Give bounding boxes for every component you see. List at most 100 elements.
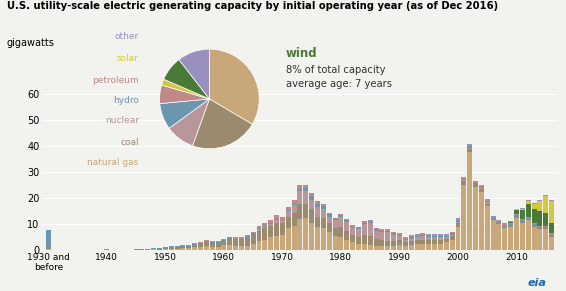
- Bar: [385, 241, 391, 246]
- Bar: [426, 234, 431, 235]
- Bar: [268, 224, 273, 226]
- Bar: [514, 218, 519, 250]
- Bar: [209, 242, 215, 243]
- Bar: [449, 232, 454, 233]
- Bar: [239, 237, 244, 239]
- Bar: [169, 246, 174, 248]
- Bar: [426, 235, 431, 236]
- Bar: [409, 236, 414, 237]
- Bar: [151, 249, 156, 250]
- Bar: [526, 203, 531, 217]
- Bar: [449, 233, 454, 235]
- Bar: [449, 236, 454, 240]
- Bar: [245, 237, 250, 238]
- Bar: [327, 223, 332, 232]
- Bar: [549, 201, 554, 223]
- Text: wind: wind: [286, 47, 318, 60]
- Bar: [338, 215, 344, 217]
- Bar: [432, 235, 437, 236]
- Bar: [473, 187, 478, 250]
- Bar: [432, 240, 437, 244]
- Bar: [385, 232, 391, 241]
- Bar: [543, 228, 548, 230]
- Bar: [479, 192, 484, 250]
- Bar: [368, 220, 372, 222]
- Bar: [169, 248, 174, 249]
- Bar: [338, 237, 344, 250]
- Bar: [538, 200, 542, 201]
- Bar: [379, 240, 384, 246]
- Bar: [531, 224, 537, 226]
- Bar: [321, 203, 326, 206]
- Bar: [309, 223, 314, 250]
- Bar: [414, 240, 419, 244]
- Bar: [538, 226, 542, 227]
- Bar: [467, 144, 472, 145]
- Bar: [221, 245, 226, 250]
- Text: 8% of total capacity
average age: 7 years: 8% of total capacity average age: 7 year…: [286, 65, 392, 89]
- Bar: [409, 245, 414, 250]
- Bar: [174, 247, 179, 249]
- Bar: [520, 208, 525, 209]
- Bar: [256, 228, 261, 230]
- Bar: [233, 239, 238, 240]
- Bar: [503, 224, 507, 226]
- Bar: [391, 232, 396, 233]
- Bar: [256, 241, 261, 250]
- Bar: [263, 223, 267, 226]
- Bar: [362, 244, 367, 250]
- Bar: [368, 236, 372, 245]
- Bar: [198, 244, 203, 247]
- Bar: [514, 215, 519, 217]
- Bar: [344, 222, 349, 231]
- Bar: [426, 237, 431, 240]
- Bar: [403, 246, 408, 250]
- Bar: [449, 235, 454, 236]
- Bar: [485, 200, 490, 201]
- Bar: [514, 210, 519, 214]
- Bar: [543, 226, 548, 227]
- Bar: [350, 227, 355, 228]
- Bar: [327, 214, 332, 217]
- Bar: [473, 182, 478, 183]
- Bar: [291, 213, 297, 226]
- Bar: [438, 236, 443, 237]
- Bar: [461, 179, 466, 180]
- Wedge shape: [161, 79, 209, 99]
- Bar: [286, 207, 291, 210]
- Bar: [467, 146, 472, 148]
- Bar: [531, 227, 537, 250]
- Bar: [467, 149, 472, 152]
- Bar: [221, 240, 226, 241]
- Bar: [263, 227, 267, 228]
- Bar: [538, 211, 542, 226]
- Bar: [344, 220, 349, 222]
- Bar: [216, 243, 221, 247]
- Bar: [531, 209, 537, 223]
- Bar: [291, 200, 297, 203]
- Bar: [485, 201, 490, 202]
- Bar: [491, 216, 496, 217]
- Bar: [256, 230, 261, 231]
- Bar: [473, 183, 478, 184]
- Bar: [356, 230, 361, 237]
- Bar: [421, 244, 426, 250]
- Bar: [216, 247, 221, 250]
- Bar: [251, 244, 256, 250]
- Bar: [268, 220, 273, 223]
- Bar: [438, 235, 443, 236]
- Bar: [338, 227, 344, 237]
- Bar: [274, 236, 279, 250]
- Bar: [204, 246, 209, 250]
- Bar: [192, 245, 197, 247]
- Bar: [251, 233, 256, 235]
- Bar: [350, 228, 355, 235]
- Bar: [543, 227, 548, 228]
- Bar: [508, 226, 513, 227]
- Bar: [374, 228, 379, 230]
- Bar: [538, 230, 542, 250]
- Bar: [461, 180, 466, 182]
- Bar: [327, 217, 332, 223]
- Bar: [379, 230, 384, 231]
- Bar: [192, 244, 197, 245]
